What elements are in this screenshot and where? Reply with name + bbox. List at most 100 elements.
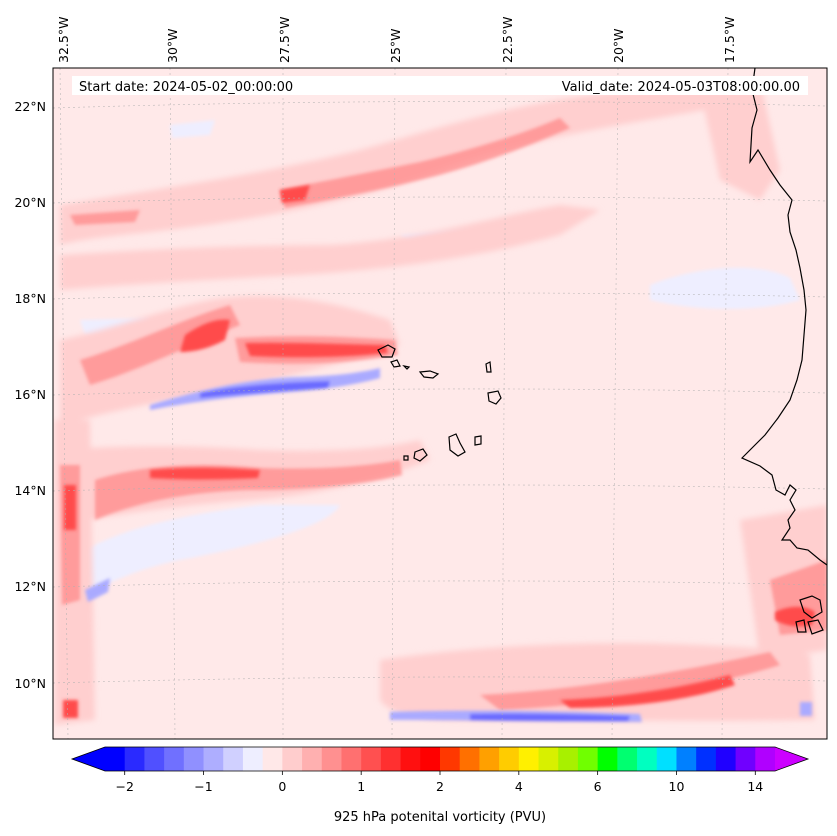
colorbar-segment <box>637 747 658 771</box>
colorbar-extend-high <box>775 747 808 771</box>
colorbar-segment <box>440 747 461 771</box>
blue-filament-south-core <box>470 713 630 721</box>
meridian-30w <box>169 68 176 739</box>
red-core-west-edge-1 <box>63 700 78 718</box>
colorbar-segment <box>262 747 283 771</box>
colorbar-segment <box>302 747 323 771</box>
colorbar-segments <box>105 747 776 771</box>
blue-blob-south-west <box>85 578 110 602</box>
colorbar: −2 −1 0 1 2 4 6 10 14 925 hPa potenital vorticit… <box>70 746 810 825</box>
cape-verde-boa-vista <box>487 390 502 405</box>
colorbar-segment <box>105 747 126 771</box>
colorbar-segment <box>380 747 401 771</box>
map-panel <box>53 68 827 739</box>
light-blue-region-east <box>650 267 800 309</box>
africa-coastline <box>740 68 827 566</box>
colorbar-tick-label: −1 <box>194 779 212 794</box>
colorbar-segment <box>656 747 677 771</box>
graticule <box>53 68 827 739</box>
colorbar-segment <box>341 747 362 771</box>
colorbar-tick-label: 10 <box>669 779 685 794</box>
colorbar-tick-label: 6 <box>594 779 602 794</box>
colorbar-segment <box>696 747 717 771</box>
colorbar-segment <box>676 747 697 771</box>
light-blue-region-north <box>170 120 215 138</box>
colorbar-segment <box>499 747 520 771</box>
colorbar-outline <box>70 746 810 772</box>
colorbar-segment <box>223 747 244 771</box>
longitude-labels: 32.5°W 30°W 27.5°W 25°W 22.5°W 20°W 17.5… <box>56 17 737 63</box>
meridian-20w <box>611 68 619 739</box>
blue-blob-south-east <box>800 702 812 716</box>
cape-verde-sao-vicente <box>390 359 401 368</box>
red-core-west-edge-2 <box>64 485 76 530</box>
colorbar-label: 925 hPa potenital vorticity (PVU) <box>334 810 546 825</box>
salmon-band-south <box>480 652 780 710</box>
blue-filament-mid-core <box>200 381 330 398</box>
colorbar-tick-label: 4 <box>515 779 523 794</box>
salmon-band-mid-west <box>80 305 240 385</box>
latitude-labels: 22°N 20°N 18°N 16°N 14°N 12°N 10°N <box>14 99 46 691</box>
lon-label-17-5w: 17.5°W <box>722 17 737 63</box>
lon-label-30w: 30°W <box>165 28 180 63</box>
colorbar-tick-label: 14 <box>747 779 763 794</box>
coastlines <box>377 68 827 635</box>
colorbar-segment <box>577 747 599 771</box>
colorbar-segment <box>617 747 638 771</box>
colorbar-segment <box>558 747 579 771</box>
pink-band-upper-mid <box>60 205 600 290</box>
lon-label-22-5w: 22.5°W <box>500 17 515 63</box>
lon-label-27-5w: 27.5°W <box>277 17 292 63</box>
pink-band-southern <box>380 643 815 721</box>
cape-verde-maio <box>474 435 482 446</box>
meridian-25w <box>391 68 396 739</box>
colorbar-tick-label: 0 <box>278 779 286 794</box>
lat-label-22n: 22°N <box>14 99 46 114</box>
colorbar-segment <box>321 747 342 771</box>
meridian-22-5w <box>501 68 507 739</box>
colorbar-segment <box>144 747 165 771</box>
pink-band-mid-jet <box>60 296 400 425</box>
colorbar-segment <box>735 747 756 771</box>
light-blue-region-south-west <box>70 505 340 600</box>
valid-date-label: Valid_date: 2024-05-03T08:00:00.00 <box>562 80 800 95</box>
colorbar-segment <box>183 747 204 771</box>
parallel-10n <box>53 676 827 684</box>
pink-band-north-east <box>700 80 780 200</box>
map-frame <box>52 67 828 740</box>
red-core-west <box>180 319 230 352</box>
red-core-north <box>280 185 310 203</box>
lat-label-12n: 12°N <box>14 579 46 594</box>
parallel-14n <box>53 484 827 492</box>
meridian-17-5w <box>721 68 729 739</box>
negative-pv-filaments <box>85 368 812 722</box>
colorbar-segment <box>361 747 382 771</box>
colorbar-segment <box>203 747 224 771</box>
meridian-32-5w <box>59 68 69 739</box>
cape-verde-santiago <box>448 433 466 457</box>
colorbar-segment <box>518 747 539 771</box>
salmon-band-north-2 <box>70 210 140 225</box>
colorbar-segment <box>459 747 480 771</box>
cape-verde-santa-luzia <box>402 365 411 370</box>
cape-verde-sal <box>485 361 492 373</box>
parallel-16n <box>53 388 827 396</box>
colorbar-segment <box>420 747 441 771</box>
colorbar-segment <box>755 747 776 771</box>
cape-verde-sao-nicolau <box>418 370 440 379</box>
lon-label-20w: 20°W <box>611 28 626 63</box>
red-core-coast <box>775 606 815 627</box>
lon-label-32-5w: 32.5°W <box>56 17 71 63</box>
colorbar-segment <box>242 747 264 771</box>
cape-verde-fogo <box>413 448 428 462</box>
colorbar-segment <box>282 747 303 771</box>
colorbar-segment <box>124 747 145 771</box>
cape-verde-santo-antao <box>377 344 396 358</box>
cape-verde-brava <box>403 455 409 461</box>
parallel-12n <box>53 580 827 588</box>
lat-label-18n: 18°N <box>14 291 46 306</box>
red-core-mid-jet <box>245 342 388 358</box>
salmon-band-north <box>280 118 570 208</box>
